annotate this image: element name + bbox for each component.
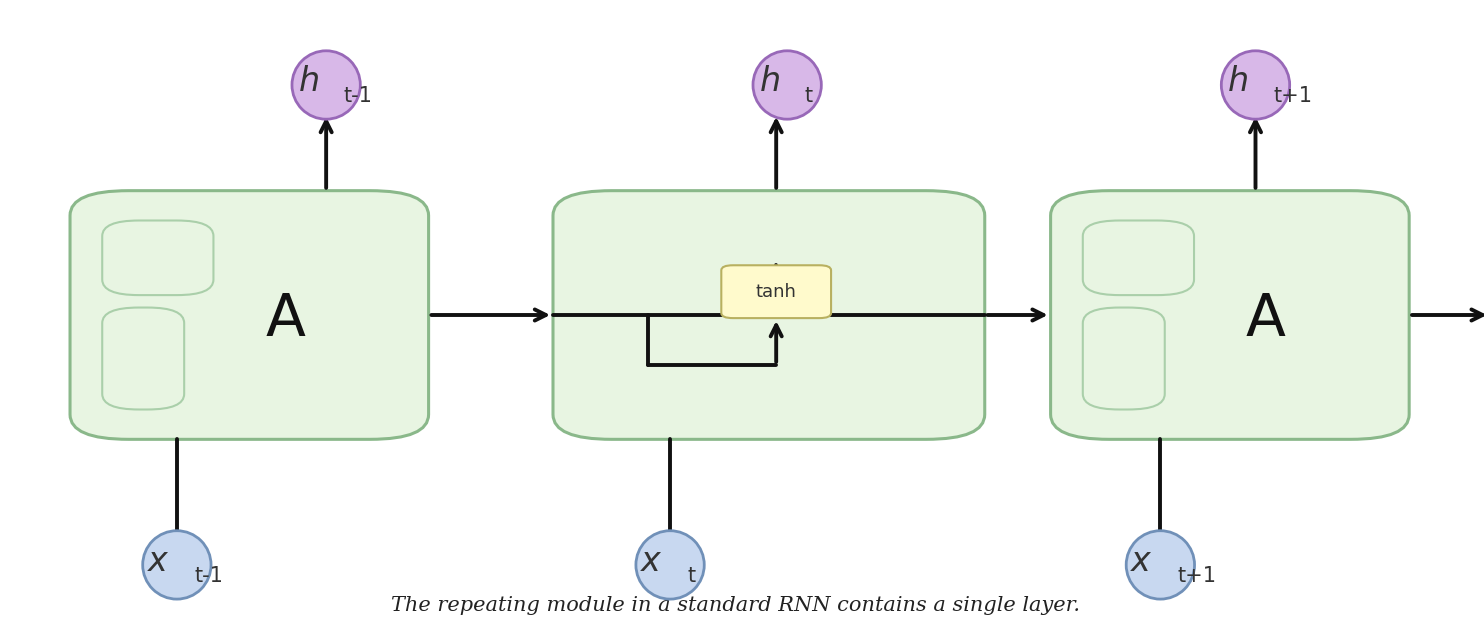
Ellipse shape — [142, 530, 211, 599]
Text: $x$: $x$ — [640, 546, 663, 578]
Text: The repeating module in a standard RNN contains a single layer.: The repeating module in a standard RNN c… — [392, 597, 1080, 616]
Text: t+1: t+1 — [1178, 566, 1217, 586]
Text: $h$: $h$ — [1227, 66, 1248, 98]
FancyBboxPatch shape — [554, 191, 985, 439]
Text: t-1: t-1 — [194, 566, 223, 586]
Text: $h$: $h$ — [298, 66, 319, 98]
FancyBboxPatch shape — [1051, 191, 1410, 439]
Text: A: A — [266, 292, 306, 348]
Text: $x$: $x$ — [1131, 546, 1153, 578]
Text: t-1: t-1 — [344, 86, 372, 106]
FancyBboxPatch shape — [70, 191, 429, 439]
Text: t: t — [804, 86, 813, 106]
Text: $h$: $h$ — [758, 66, 781, 98]
Ellipse shape — [1221, 51, 1290, 119]
Text: $x$: $x$ — [147, 546, 169, 578]
Ellipse shape — [1126, 530, 1195, 599]
Text: A: A — [1245, 292, 1285, 348]
Text: t: t — [687, 566, 696, 586]
Ellipse shape — [752, 51, 821, 119]
Text: t+1: t+1 — [1273, 86, 1312, 106]
FancyBboxPatch shape — [721, 265, 831, 318]
Ellipse shape — [637, 530, 705, 599]
Text: tanh: tanh — [755, 283, 797, 301]
Ellipse shape — [292, 51, 361, 119]
